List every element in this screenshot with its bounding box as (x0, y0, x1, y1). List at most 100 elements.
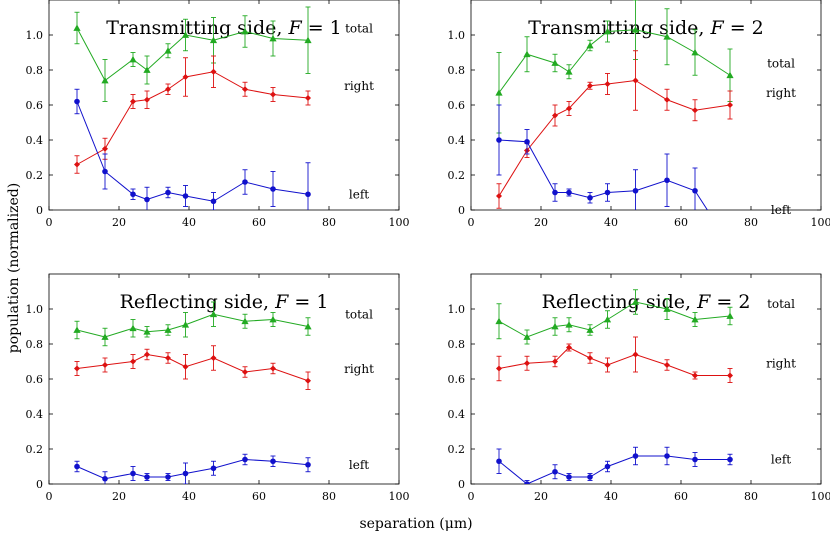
data-point (587, 194, 593, 201)
data-point (269, 34, 277, 42)
data-point (182, 363, 189, 370)
data-point (551, 322, 559, 330)
data-point (495, 89, 503, 96)
series-label-total: total (345, 21, 373, 35)
data-point (129, 55, 137, 63)
data-point (130, 470, 136, 477)
data-point (182, 193, 189, 199)
series-line (76, 353, 309, 382)
data-point (270, 186, 276, 192)
y-tick-label: 0 (36, 478, 43, 491)
chart-title: Reflecting side, F = 1 (120, 291, 329, 313)
data-point (691, 315, 699, 323)
data-point (552, 358, 558, 365)
data-point (182, 74, 189, 80)
data-point (242, 86, 248, 93)
data-point (270, 458, 276, 465)
data-point (551, 59, 559, 66)
data-point (210, 198, 217, 205)
chart-panel: 0 20 40 60 80 100 0 0.2 0.4 0.6 0.8 1.0 Reflecting s… (448, 273, 830, 503)
data-point (74, 98, 80, 105)
data-point (144, 351, 150, 358)
data-point (101, 333, 109, 340)
x-tick-label: 60 (252, 490, 266, 503)
x-tick-label: 80 (322, 216, 336, 229)
chart-title-text: Reflecting side, (542, 291, 698, 313)
data-point (663, 33, 671, 40)
y-tick-label: 0.6 (26, 99, 44, 112)
data-point (165, 355, 171, 361)
series-left (74, 453, 311, 484)
data-point (726, 71, 734, 79)
data-point (552, 189, 558, 196)
data-point (304, 322, 312, 330)
y-axis-label: population (normalized) (6, 183, 22, 353)
data-point (73, 24, 81, 31)
chart-title-variable: F (274, 291, 289, 313)
data-point (143, 328, 151, 335)
series-label-total: total (767, 56, 795, 70)
series-line (76, 313, 309, 338)
data-point (164, 47, 172, 54)
data-point (632, 77, 639, 84)
data-point (495, 317, 503, 325)
series-total (495, 289, 734, 345)
data-point (587, 355, 593, 361)
data-point (566, 344, 572, 351)
data-point (270, 91, 276, 98)
data-point (566, 474, 572, 480)
data-point (632, 453, 639, 459)
y-tick-label: 0 (458, 478, 465, 491)
data-point (165, 474, 171, 480)
series-total (495, 0, 734, 134)
data-point (664, 453, 670, 459)
series-line (498, 346, 730, 376)
y-tick-label: 0.8 (448, 338, 466, 351)
chart-title-text: Transmitting side, (528, 17, 710, 39)
data-point (631, 298, 640, 305)
data-point (603, 27, 612, 35)
data-point (242, 456, 248, 463)
y-tick-label: 0.2 (448, 169, 466, 182)
series-line (76, 71, 309, 165)
series-total (73, 301, 312, 347)
series-total (73, 6, 312, 102)
x-tick-label: 80 (744, 490, 758, 503)
data-point (101, 76, 109, 84)
data-point (305, 95, 311, 101)
data-point (143, 66, 151, 73)
data-point (664, 177, 670, 184)
data-point (566, 105, 572, 112)
data-point (692, 187, 698, 194)
x-tick-label: 0 (46, 216, 53, 229)
x-tick-label: 40 (182, 490, 196, 503)
x-tick-label: 80 (744, 216, 758, 229)
series-line (76, 27, 309, 82)
series-right (74, 55, 311, 174)
x-tick-label: 100 (389, 216, 410, 229)
data-point (604, 81, 611, 87)
series-label-total: total (767, 297, 795, 311)
y-tick-label: 0.6 (448, 373, 466, 386)
data-point (566, 189, 572, 196)
y-tick-label: 0.8 (26, 64, 44, 77)
data-point (270, 365, 276, 372)
series-line (498, 29, 731, 94)
data-point (692, 456, 698, 463)
data-point (632, 187, 639, 194)
data-point (241, 317, 249, 325)
data-point (182, 470, 189, 477)
data-point (604, 463, 611, 470)
x-tick-label: 80 (322, 490, 336, 503)
y-tick-label: 0.2 (26, 169, 44, 182)
data-point (664, 362, 670, 368)
data-point (496, 365, 502, 372)
data-point (210, 355, 217, 361)
x-tick-label: 100 (389, 490, 410, 503)
chart-panel: 0 20 40 60 80 100 0 0.2 0.4 0.6 0.8 1.0 Transmitting… (26, 0, 410, 229)
data-point (305, 377, 311, 384)
data-point (586, 326, 594, 333)
chart-title-value: = 1 (302, 17, 342, 39)
data-point (726, 312, 734, 319)
data-point (164, 326, 172, 333)
